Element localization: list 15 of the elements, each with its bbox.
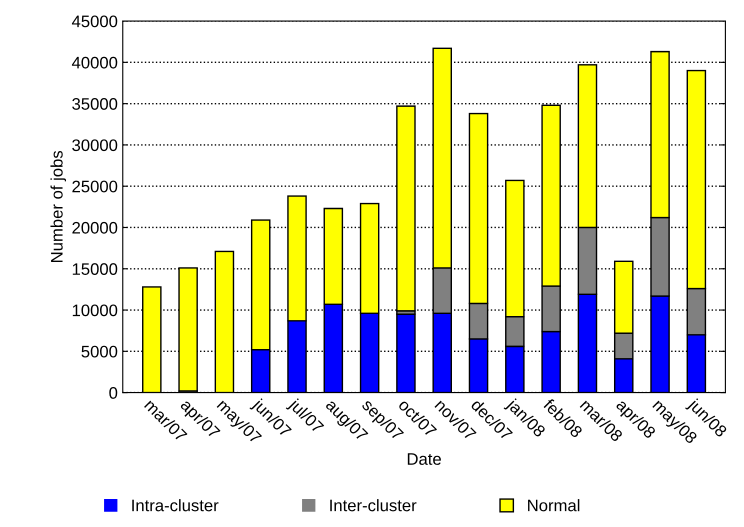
y-tick-label: 35000	[72, 98, 118, 110]
y-tick-label: 40000	[72, 56, 118, 69]
y-tick-label: 20000	[72, 222, 118, 234]
y-tick-label: 15000	[72, 263, 118, 275]
y-tick-label: 5000	[81, 346, 118, 358]
y-tick-label: 25000	[72, 180, 118, 192]
x-axis-title: Date	[408, 453, 441, 465]
y-tick-label: 30000	[72, 139, 118, 152]
legend-label: Normal	[528, 499, 580, 512]
y-tick-label: 10000	[72, 304, 118, 316]
legend-label: Inter-cluster	[330, 499, 416, 512]
y-tick-label: 0	[109, 387, 118, 399]
y-tick-label: 45000	[72, 15, 118, 28]
legend-label: Intra-cluster	[132, 499, 218, 512]
y-axis-title: Number of jobs	[50, 150, 66, 262]
